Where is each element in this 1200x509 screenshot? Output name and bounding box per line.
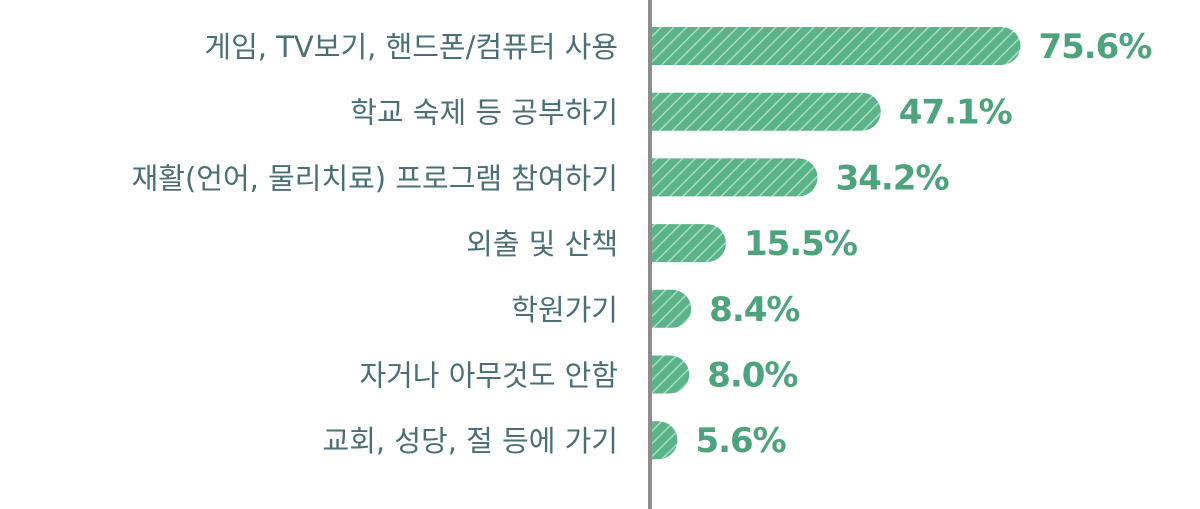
category-label-3: 외출 및 산책 [466,227,618,261]
bar-3 [650,224,726,263]
bar-5 [650,355,690,394]
category-label-2: 재활(언어, 물리치료) 프로그램 참여하기 [132,161,618,195]
value-label-4: 8.4% [709,290,799,330]
category-label-0: 게임, TV보기, 핸드폰/컴퓨터 사용 [204,30,618,64]
value-label-6: 5.6% [695,421,785,461]
bar-1 [650,92,881,131]
category-label-1: 학교 숙제 등 공부하기 [350,96,618,130]
category-label-5: 자거나 아무것도 안함 [359,359,618,393]
value-label-0: 75.6% [1038,27,1151,67]
value-label-5: 8.0% [707,356,797,396]
category-label-6: 교회, 성당, 절 등에 가기 [323,424,618,458]
value-label-3: 15.5% [744,224,857,264]
bars-group [650,27,1021,460]
category-label-4: 학원가기 [511,293,618,327]
bar-2 [650,158,818,197]
value-label-1: 47.1% [899,93,1012,133]
value-label-2: 34.2% [836,158,949,198]
bar-6 [650,421,678,460]
bar-4 [650,289,692,328]
bar-0 [650,27,1021,65]
value-labels-group: 75.6% 47.1% 34.2% 15.5% 8.4% 8.0% 5.6% [695,27,1152,461]
